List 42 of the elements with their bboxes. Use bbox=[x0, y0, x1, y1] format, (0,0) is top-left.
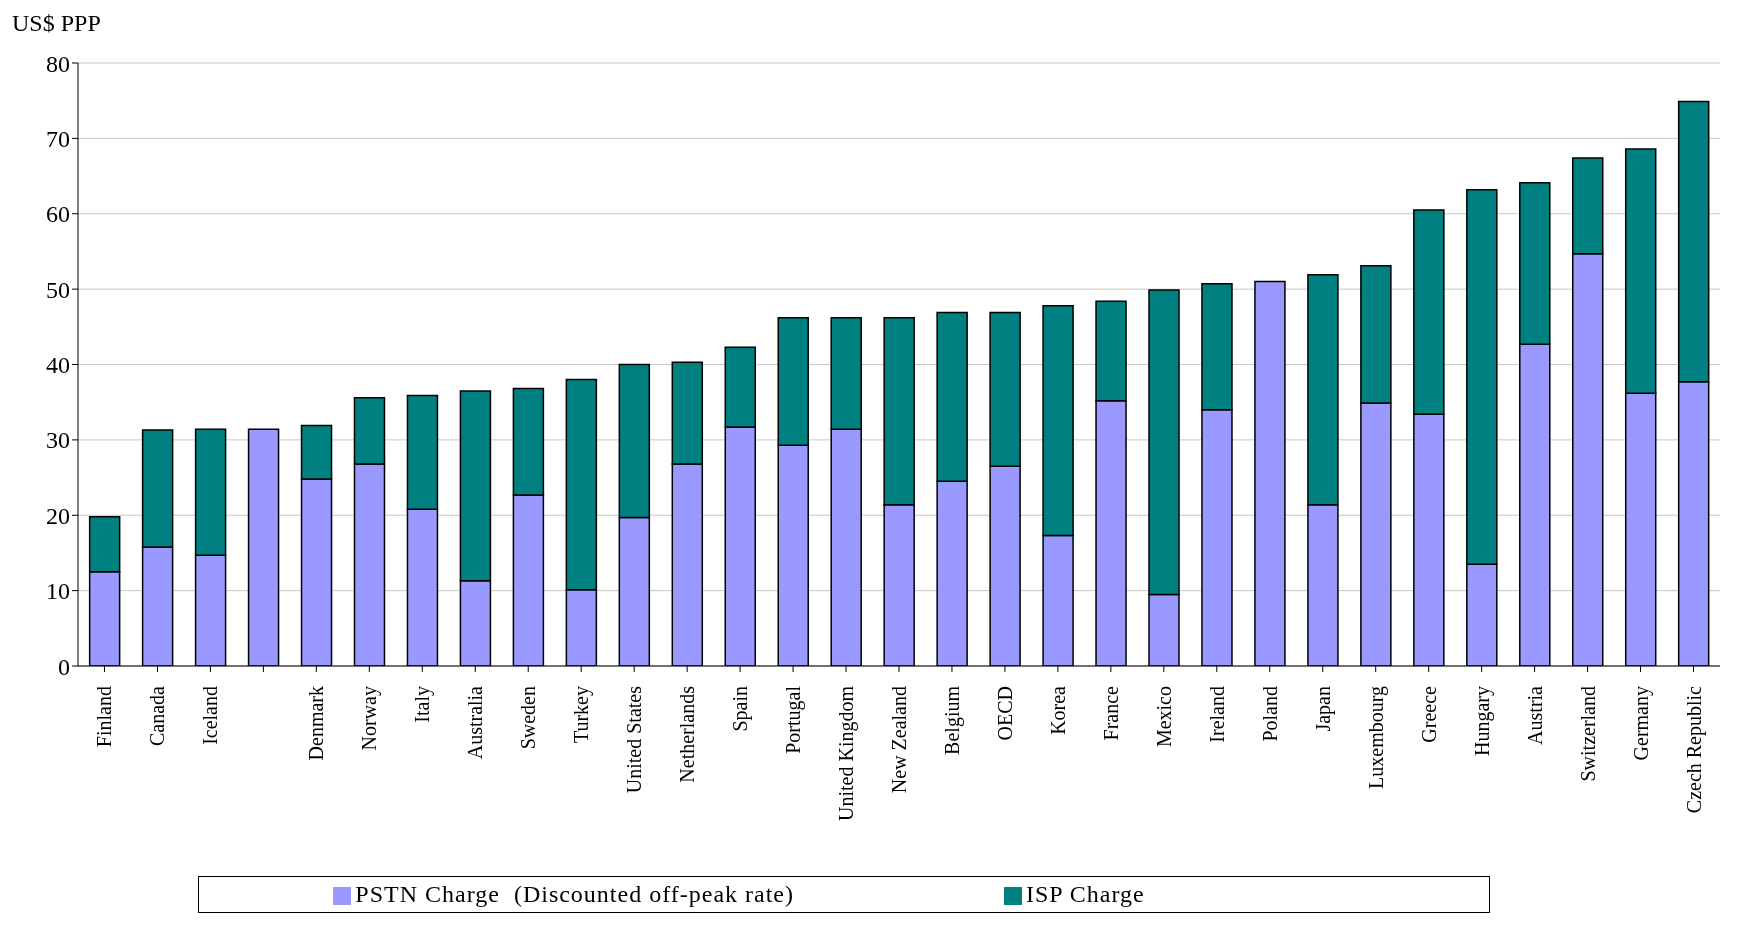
x-tick-label: OECD bbox=[993, 686, 1016, 741]
x-tick-label: Austria bbox=[1523, 685, 1546, 745]
y-tick-label: 60 bbox=[46, 201, 70, 228]
y-tick-label: 0 bbox=[58, 653, 70, 680]
x-tick-label: Czech Republic bbox=[1682, 685, 1706, 814]
x-tick-label: Norway bbox=[358, 686, 382, 751]
legend-label: PSTN Charge (Discounted off-peak rate) bbox=[355, 881, 794, 907]
x-tick-label: Turkey bbox=[570, 686, 594, 744]
x-tick-label: Korea bbox=[1046, 685, 1069, 735]
x-tick-label: United States bbox=[623, 685, 646, 794]
x-tick-label: Netherlands bbox=[676, 685, 699, 783]
x-tick-label: Greece bbox=[1417, 685, 1440, 743]
y-axis-title: US$ PPP bbox=[12, 10, 101, 37]
x-tick-label: Japan bbox=[1311, 686, 1335, 732]
x-tick-label: Sweden bbox=[517, 686, 540, 750]
x-tick-label: Portugal bbox=[782, 685, 806, 754]
x-tick-label: Finland bbox=[93, 686, 116, 748]
x-tick-label: Australia bbox=[464, 685, 487, 760]
legend-label: ISP Charge bbox=[1026, 881, 1145, 907]
y-tick-label: 20 bbox=[46, 502, 70, 529]
y-tick-label: 10 bbox=[46, 578, 70, 605]
x-tick-label: Ireland bbox=[1205, 686, 1228, 743]
x-tick-label: Mexico bbox=[1152, 686, 1175, 748]
x-tick-label: France bbox=[1099, 685, 1122, 741]
x-tick-label: Belgium bbox=[940, 685, 964, 755]
x-tick-label: Denmark bbox=[305, 686, 328, 761]
y-tick-label: 40 bbox=[46, 352, 70, 379]
y-tick-label: 80 bbox=[46, 50, 70, 77]
x-tick-label: Hungary bbox=[1470, 686, 1494, 756]
x-tick-label: Switzerland bbox=[1576, 686, 1599, 782]
x-tick-label: Germany bbox=[1629, 686, 1653, 761]
x-tick-label: New Zealand bbox=[888, 686, 910, 794]
x-tick-label: Canada bbox=[146, 685, 169, 746]
y-tick-label: 70 bbox=[46, 125, 70, 152]
x-tick-label: Luxembourg bbox=[1364, 686, 1388, 789]
x-tick-label: Iceland bbox=[199, 686, 222, 745]
x-tick-label: Spain bbox=[729, 686, 753, 732]
x-tick-label: United Kingdom bbox=[835, 685, 859, 821]
x-tick-label: Italy bbox=[411, 686, 435, 723]
y-tick-label: 50 bbox=[46, 276, 70, 303]
y-tick-label: 30 bbox=[46, 427, 70, 454]
x-tick-label: Poland bbox=[1258, 686, 1281, 742]
